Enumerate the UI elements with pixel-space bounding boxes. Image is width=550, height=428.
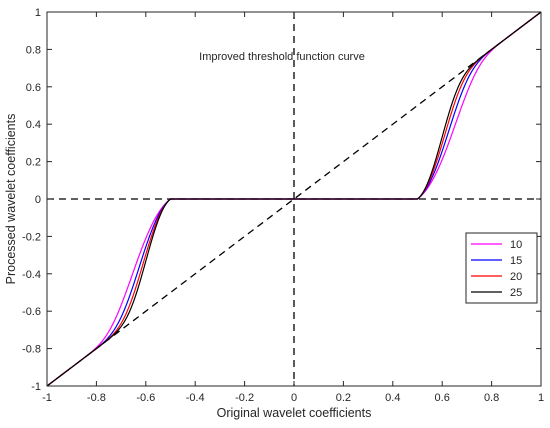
legend-label-10: 10 [510, 239, 522, 251]
y-tick-label: 0.4 [26, 119, 41, 131]
x-axis-label: Original wavelet coefficients [217, 406, 372, 420]
x-tick-label: -0.2 [235, 392, 254, 404]
x-tick-label: 0.2 [336, 392, 351, 404]
x-tick-label: -0.8 [87, 392, 106, 404]
y-tick-label: 0.2 [26, 157, 41, 169]
y-tick-label: -0.8 [22, 344, 41, 356]
y-tick-label: 0.6 [26, 82, 41, 94]
y-tick-label: -0.2 [22, 231, 41, 243]
x-tick-label: 0.8 [484, 392, 499, 404]
legend-label-25: 25 [510, 287, 522, 299]
ref-line-diagonal [46, 11, 542, 387]
y-tick-label: -0.4 [22, 269, 41, 281]
x-tick-label: -1 [42, 392, 52, 404]
legend-label-20: 20 [510, 271, 522, 283]
legend-label-15: 15 [510, 255, 522, 267]
series-lines [46, 11, 542, 387]
x-tick-label: 1 [538, 392, 544, 404]
x-tick-label: -0.4 [186, 392, 205, 404]
y-tick-label: -0.6 [22, 306, 41, 318]
x-tick-label: 0.6 [435, 392, 450, 404]
x-tick-label: 0 [291, 392, 297, 404]
series-line-25 [46, 11, 542, 387]
y-tick-label: -1 [31, 381, 41, 393]
y-tick-label: 0.8 [26, 44, 41, 56]
x-tick-label: -0.6 [136, 392, 155, 404]
axis-ticks: -1 -0.8 -0.6 -0.4 -0.2 0 0.2 0.4 0.6 0.8 1 -1 -0.8 -0… [22, 7, 544, 404]
y-axis-label: Processed wavelet coefficients [4, 114, 18, 285]
y-tick-label: 1 [35, 7, 41, 19]
annotation-text: Improved threshold function curve [199, 51, 365, 63]
legend: 10 15 20 25 [465, 232, 538, 304]
y-tick-label: 0 [35, 194, 41, 206]
x-tick-label: 0.4 [385, 392, 400, 404]
legend-box [465, 232, 538, 304]
